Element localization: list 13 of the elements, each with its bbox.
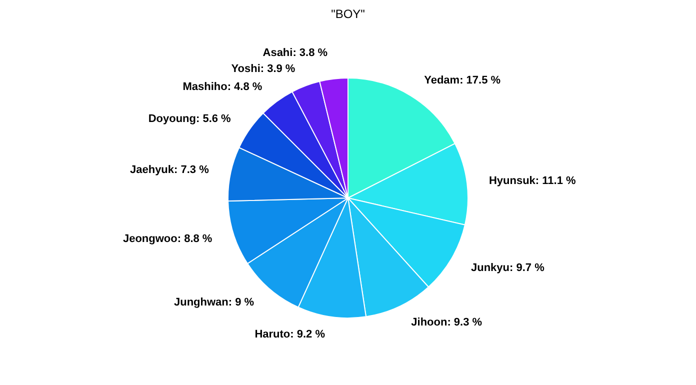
slice-label: Junghwan: 9 % bbox=[174, 296, 254, 309]
slice-label: Jaehyuk: 7.3 % bbox=[130, 164, 210, 176]
chart-title: "BOY" bbox=[331, 7, 365, 21]
slice-label: Yedam: 17.5 % bbox=[424, 74, 501, 86]
slice-label: Jeongwoo: 8.8 % bbox=[122, 232, 212, 245]
slice-label: Doyoung: 5.6 % bbox=[148, 113, 232, 126]
slice-label: Mashiho: 4.8 % bbox=[182, 80, 262, 93]
slice-label: Junkyu: 9.7 % bbox=[471, 262, 545, 274]
slice-label: Hyunsuk: 11.1 % bbox=[488, 175, 576, 188]
slice-label: Haruto: 9.2 % bbox=[254, 328, 326, 341]
slice-label: Jihoon: 9.3 % bbox=[411, 316, 482, 329]
slice-label: Asahi: 3.8 % bbox=[262, 46, 328, 59]
slice-label: Yoshi: 3.9 % bbox=[231, 62, 296, 75]
